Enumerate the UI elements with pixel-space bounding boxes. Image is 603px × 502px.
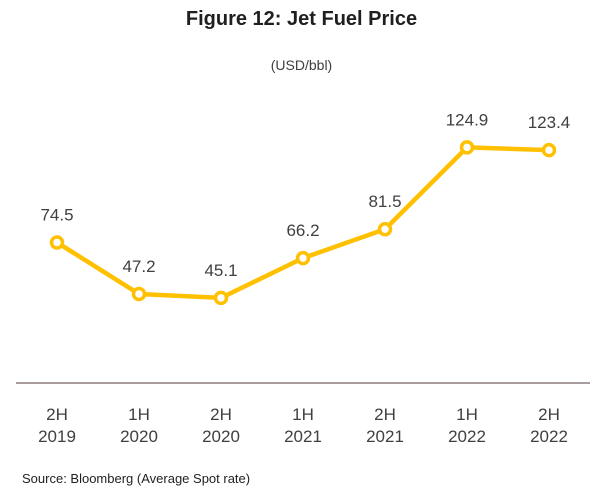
data-point [459,140,475,155]
data-label: 123.4 [528,113,571,132]
data-point [49,235,65,250]
data-label: 81.5 [368,192,401,211]
x-tick-label: 1H 2022 [448,405,486,446]
data-label: 66.2 [286,221,319,240]
data-point [131,286,147,302]
x-tick-label: 1H 2021 [284,405,322,446]
data-label: 74.5 [40,205,73,224]
x-tick-label: 2H 2022 [530,405,568,446]
data-point [295,250,311,266]
x-tick-label: 2H 2019 [38,405,76,446]
data-label: 45.1 [204,261,237,280]
x-tick-label: 1H 2020 [120,405,158,446]
data-label: 47.2 [122,257,155,276]
data-label: 124.9 [446,110,489,129]
chart-title: Figure 12: Jet Fuel Price [185,8,418,30]
chart-subtitle: (USD/bbl) [270,57,333,73]
x-tick-label: 2H 2021 [366,405,404,446]
plot-area: 2H 2019 1H 2020 2H 2020 1H 2021 2H 2021 1H 2022 2H 20… [16,110,590,446]
data-point [377,221,393,237]
data-point [541,142,557,158]
data-point [213,290,229,306]
source-note: Source: Bloomberg (Average Spot rate) [22,471,251,486]
x-tick-label: 2H 2020 [202,405,240,446]
